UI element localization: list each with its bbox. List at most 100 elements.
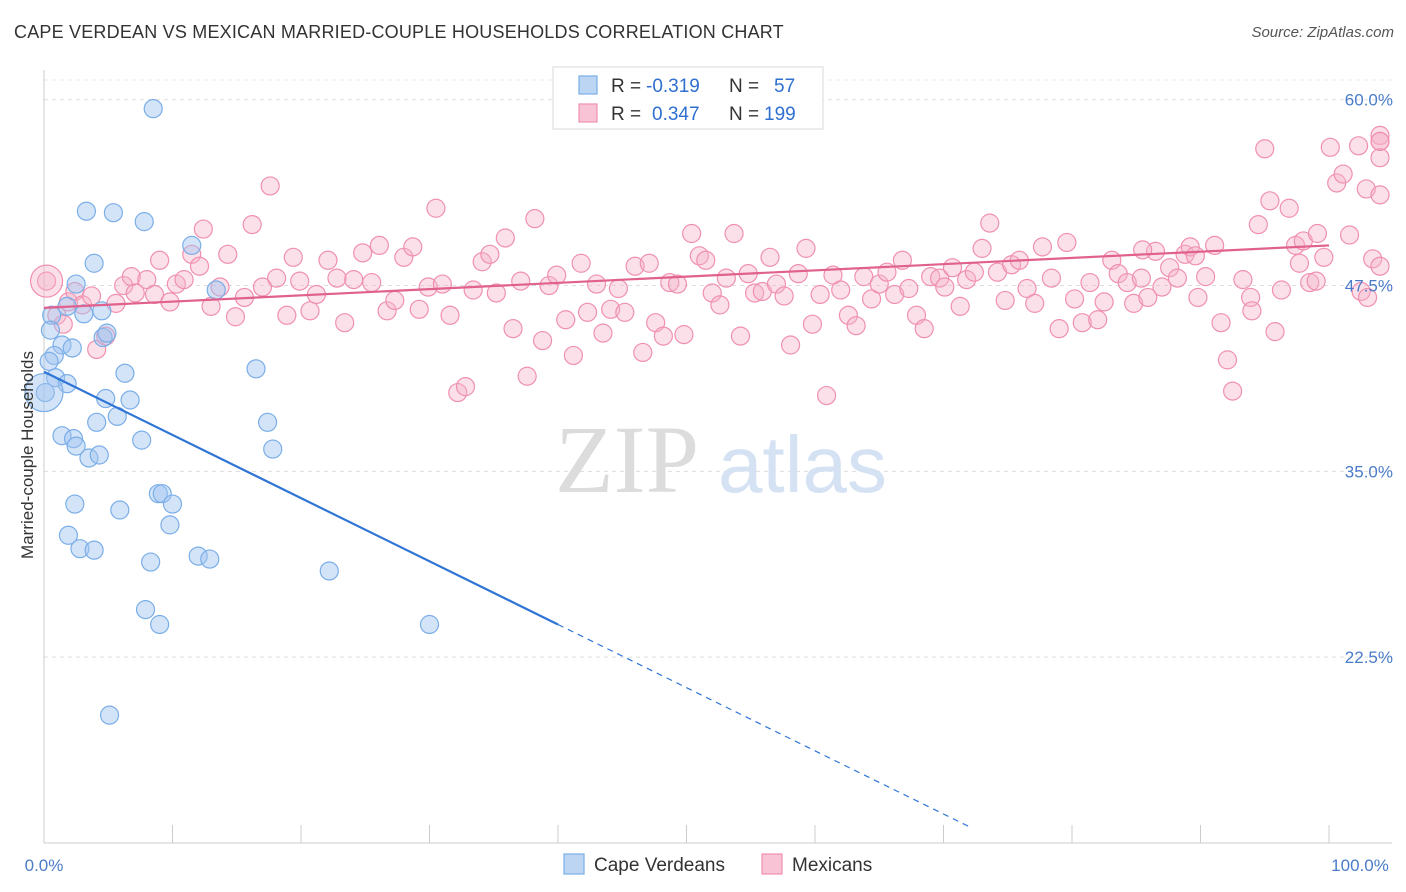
legend-n-value: 199 (764, 104, 796, 125)
data-point (472, 252, 492, 272)
trend-line-mexicans (43, 244, 1330, 309)
data-point (66, 436, 86, 456)
data-point (432, 274, 452, 294)
data-point (957, 270, 977, 290)
data-point (403, 237, 423, 257)
data-point (252, 277, 273, 297)
legend-n-label: N = (729, 76, 759, 97)
data-point (150, 250, 170, 270)
data-point (327, 268, 347, 288)
data-point (593, 323, 613, 343)
data-point (1080, 272, 1100, 293)
data-point (160, 515, 180, 535)
data-point (716, 268, 736, 288)
data-point (935, 277, 955, 297)
data-point (318, 250, 338, 270)
data-point (87, 412, 107, 432)
data-point (135, 600, 156, 620)
data-point (486, 283, 506, 303)
bottom-legend-swatch-cape-verdeans (563, 853, 585, 875)
data-point (344, 270, 364, 290)
data-point (615, 302, 635, 322)
data-point (120, 390, 140, 410)
data-point (225, 307, 246, 327)
data-point (150, 614, 170, 635)
data-point (1370, 256, 1390, 276)
legend-swatch-mexicans (578, 103, 598, 123)
data-point (63, 429, 84, 449)
data-point (838, 305, 859, 325)
data-point (1211, 313, 1231, 333)
data-point (495, 228, 515, 248)
data-point (1363, 249, 1383, 269)
data-point (335, 313, 355, 333)
data-point (1160, 258, 1180, 278)
data-point (1117, 272, 1137, 293)
data-point (601, 299, 621, 319)
data-point (1370, 125, 1390, 146)
data-point (1188, 287, 1208, 308)
data-point (702, 283, 722, 303)
data-point (162, 494, 183, 514)
data-point (511, 271, 531, 291)
data-point (36, 271, 57, 291)
data-point (930, 268, 950, 288)
data-point (290, 271, 310, 291)
data-point (377, 301, 397, 321)
data-point (121, 267, 141, 287)
data-point (1320, 137, 1340, 157)
data-point (846, 316, 866, 336)
data-point (362, 272, 382, 293)
data-point (532, 330, 553, 351)
data-point (1242, 301, 1262, 321)
data-point (710, 295, 730, 315)
data-point (766, 274, 787, 294)
data-point (141, 552, 161, 572)
data-point (74, 304, 94, 324)
data-point (353, 243, 373, 263)
data-point (539, 275, 559, 296)
data-point (1370, 185, 1390, 205)
data-point (125, 283, 145, 303)
data-point (1289, 253, 1310, 273)
tick-labels: 22.5% 35.0% 47.5% 60.0% 0.0% 100.0% (25, 91, 1393, 875)
data-point (152, 484, 172, 504)
data-point (724, 223, 744, 244)
grid-lines (44, 79, 1392, 658)
y-tick-label: 22.5% (1345, 648, 1393, 667)
data-point (174, 270, 194, 290)
data-point (283, 247, 303, 267)
data-point (1307, 223, 1328, 244)
legend-r-label: R = (611, 76, 641, 97)
data-point (266, 268, 287, 288)
bottom-legend-cape-verdeans: Cape Verdeans (594, 855, 725, 876)
data-point (263, 439, 283, 459)
series-cape-verdeans-points (24, 99, 440, 725)
data-point (1300, 272, 1320, 293)
data-point (300, 301, 320, 321)
data-point (40, 320, 61, 340)
data-point (861, 289, 882, 309)
y-tick-label: 47.5% (1345, 277, 1393, 296)
data-point (39, 351, 59, 371)
legend-r-value: -0.319 (646, 76, 700, 97)
data-point (319, 561, 339, 581)
data-point (24, 372, 64, 413)
data-point (625, 256, 645, 276)
data-point (899, 278, 919, 299)
data-point (1339, 225, 1360, 245)
data-point (206, 280, 226, 300)
data-point (277, 305, 297, 325)
data-point (914, 319, 934, 339)
bottom-legend: Cape Verdeans Mexicans (563, 853, 872, 876)
y-axis-label: Married-couple Households (18, 351, 37, 559)
data-point (547, 265, 567, 285)
data-point (87, 339, 107, 360)
data-point (84, 253, 104, 273)
data-point (1124, 293, 1144, 313)
data-point (115, 363, 135, 383)
data-point (103, 203, 123, 223)
watermark-zip: ZIP (555, 406, 699, 513)
data-point (84, 540, 104, 560)
